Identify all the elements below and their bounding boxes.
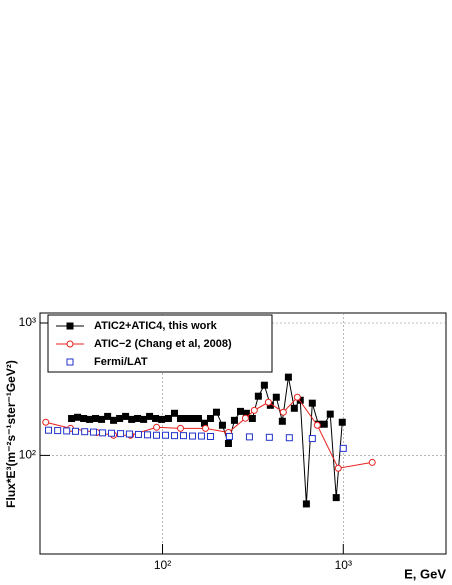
legend-box	[47, 314, 273, 373]
data-point	[68, 414, 76, 422]
data-point	[313, 421, 321, 429]
data-point	[152, 431, 160, 439]
data-point	[162, 431, 170, 439]
data-point	[144, 431, 152, 439]
data-point	[225, 432, 233, 440]
legend-marker	[66, 340, 74, 348]
data-point	[224, 439, 232, 447]
data-point	[81, 428, 89, 436]
data-point	[278, 417, 286, 425]
x-tick-label: 10³	[335, 558, 352, 572]
data-point	[206, 414, 214, 422]
data-point	[182, 414, 190, 422]
data-point	[241, 414, 249, 422]
data-point	[320, 420, 328, 428]
data-point	[188, 432, 196, 440]
data-point	[158, 415, 166, 423]
data-point	[230, 416, 238, 424]
data-point	[202, 424, 210, 432]
data-point	[146, 412, 154, 420]
data-point	[302, 500, 310, 508]
data-point	[197, 432, 205, 440]
x-axis-title: E, GeV	[404, 566, 446, 581]
data-point	[80, 414, 88, 422]
legend-label: ATIC−2 (Chang et al, 2008)	[94, 338, 232, 350]
data-point	[245, 433, 253, 441]
data-point	[236, 407, 244, 415]
data-point	[107, 429, 115, 437]
data-point	[248, 414, 256, 422]
data-point	[116, 414, 124, 422]
data-point	[218, 421, 226, 429]
y-tick-label: 10³	[19, 315, 36, 329]
legend-marker	[66, 322, 74, 330]
legend-label: Fermi/LAT	[94, 356, 148, 368]
data-point	[332, 494, 340, 502]
data-point	[86, 415, 94, 423]
data-point	[285, 434, 293, 442]
data-point	[104, 412, 112, 420]
y-axis-title: Flux*E³(m⁻²s⁻¹ster⁻¹GeV²)	[4, 360, 18, 508]
data-point	[326, 410, 334, 418]
data-point	[179, 432, 187, 440]
data-point	[176, 414, 184, 422]
data-point	[54, 427, 62, 435]
data-point	[71, 427, 79, 435]
data-point	[63, 427, 71, 435]
data-point	[339, 444, 347, 452]
data-point	[125, 430, 133, 438]
series-line	[71, 377, 343, 504]
data-point	[92, 414, 100, 422]
data-point	[334, 464, 342, 472]
data-point	[338, 418, 346, 426]
data-point	[44, 426, 52, 434]
data-point	[290, 404, 298, 412]
data-point	[153, 423, 161, 431]
data-point	[260, 381, 268, 389]
data-point	[250, 406, 258, 414]
data-point	[134, 414, 142, 422]
data-point	[117, 430, 125, 438]
data-point	[284, 373, 292, 381]
data-point	[99, 429, 107, 437]
data-point	[194, 414, 202, 422]
data-point	[254, 392, 262, 400]
y-tick-label: 10²	[19, 448, 36, 462]
data-point	[308, 399, 316, 407]
data-point	[176, 424, 184, 432]
data-point	[212, 408, 220, 416]
plot-frame	[39, 312, 447, 555]
data-point	[42, 418, 50, 426]
data-point	[293, 393, 301, 401]
data-point	[171, 409, 179, 417]
data-point	[128, 415, 136, 423]
data-point	[98, 415, 106, 423]
data-point	[134, 430, 142, 438]
data-point	[279, 408, 287, 416]
data-point	[171, 432, 179, 440]
data-point	[308, 435, 316, 443]
data-point	[265, 433, 273, 441]
x-tick-label: 10²	[154, 558, 171, 572]
data-point	[140, 415, 148, 423]
data-point	[110, 416, 118, 424]
data-point	[89, 428, 97, 436]
legend-label: ATIC2+ATIC4, this work	[94, 320, 218, 332]
data-point	[272, 393, 280, 401]
data-point	[264, 398, 272, 406]
data-point	[164, 414, 172, 422]
data-point	[152, 414, 160, 422]
data-point	[74, 413, 82, 421]
legend-marker	[66, 358, 74, 366]
data-point	[188, 414, 196, 422]
data-point	[368, 458, 376, 466]
data-point	[122, 412, 130, 420]
data-point	[206, 432, 214, 440]
